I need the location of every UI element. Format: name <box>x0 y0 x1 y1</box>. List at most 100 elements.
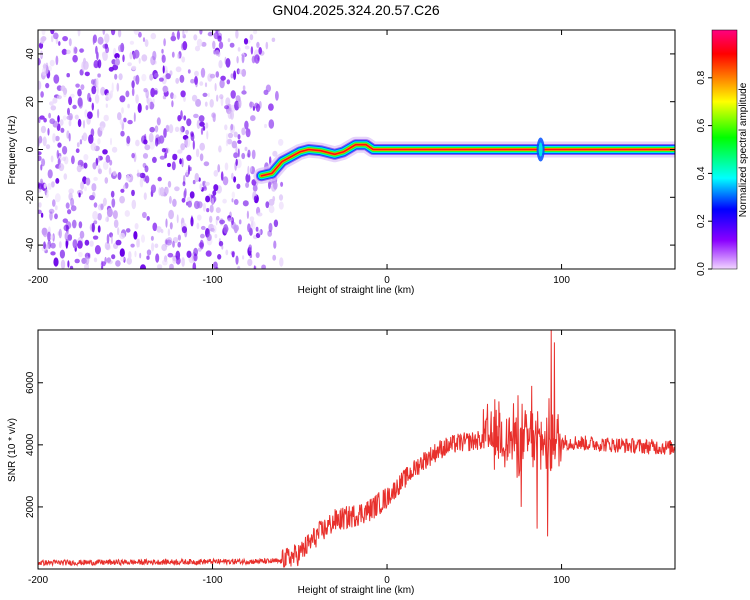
noise-speckle <box>105 46 110 54</box>
noise-speckle <box>70 205 77 212</box>
noise-speckle <box>75 83 80 88</box>
noise-speckle <box>136 238 140 248</box>
noise-speckle <box>181 157 184 168</box>
noise-speckle <box>180 143 186 151</box>
noise-speckle <box>165 124 170 133</box>
noise-speckle <box>60 259 66 269</box>
noise-speckle <box>254 195 257 202</box>
x-tick-label: -100 <box>203 575 223 586</box>
noise-speckle <box>245 182 250 188</box>
noise-speckle <box>200 67 206 78</box>
noise-speckle <box>171 51 175 58</box>
noise-speckle <box>138 57 141 64</box>
noise-speckle <box>268 222 273 233</box>
y-tick-label: -40 <box>25 237 36 252</box>
noise-speckle <box>180 110 183 120</box>
colorbar: 0.0 0.2 0.4 0.6 0.8 Normalized spectral ampl… <box>696 29 749 276</box>
noise-speckle <box>196 222 200 230</box>
noise-speckle <box>100 260 104 269</box>
noise-speckle <box>102 51 108 61</box>
noise-speckle <box>120 188 125 193</box>
noise-speckle <box>202 92 208 97</box>
noise-speckle <box>150 184 156 193</box>
noise-speckle <box>172 94 177 100</box>
noise-speckle <box>43 117 47 123</box>
noise-speckle <box>60 127 65 133</box>
noise-speckle <box>89 240 94 247</box>
noise-speckle <box>258 47 263 55</box>
noise-speckle <box>175 256 181 265</box>
noise-speckle <box>103 114 109 122</box>
noise-speckle <box>204 82 208 88</box>
noise-speckle <box>112 210 118 220</box>
noise-speckle <box>52 133 56 143</box>
noise-speckle <box>241 152 246 160</box>
noise-speckle <box>58 41 61 46</box>
noise-speckle <box>93 202 98 208</box>
noise-speckle <box>219 219 226 225</box>
noise-speckle <box>252 106 255 111</box>
noise-speckle <box>119 119 124 125</box>
noise-speckle <box>66 73 70 78</box>
noise-speckle <box>80 84 85 90</box>
noise-speckle <box>55 178 60 184</box>
noise-speckle <box>169 195 172 204</box>
noise-speckle <box>156 117 161 126</box>
noise-speckle <box>190 215 193 223</box>
noise-speckle <box>265 201 270 209</box>
noise-speckle <box>180 126 185 133</box>
noise-speckle <box>205 250 212 257</box>
noise-speckle <box>165 73 171 80</box>
noise-speckle <box>231 140 237 149</box>
noise-speckle <box>38 209 42 214</box>
noise-speckle <box>197 247 202 252</box>
noise-speckle <box>121 44 124 52</box>
noise-speckle <box>54 213 58 220</box>
noise-speckle <box>278 194 284 201</box>
noise-speckle <box>161 148 166 153</box>
noise-speckle <box>122 54 125 63</box>
noise-speckle <box>155 127 158 133</box>
noise-speckle <box>233 176 237 183</box>
noise-speckle <box>204 101 208 107</box>
noise-speckle <box>57 142 62 148</box>
noise-speckle <box>106 207 113 218</box>
noise-speckle <box>151 242 155 252</box>
spectrogram-ridge <box>253 136 675 184</box>
noise-speckle <box>100 86 106 96</box>
noise-speckle <box>74 46 78 54</box>
noise-speckle <box>231 191 235 199</box>
noise-speckle <box>167 180 172 188</box>
noise-speckle <box>144 39 149 47</box>
noise-speckle <box>49 211 53 221</box>
noise-speckle <box>237 234 242 242</box>
noise-speckle <box>238 219 242 225</box>
noise-speckle <box>235 158 238 166</box>
noise-speckle <box>91 79 95 85</box>
noise-speckle <box>75 148 80 153</box>
noise-speckle <box>170 35 177 42</box>
noise-speckle <box>47 169 53 179</box>
noise-speckle <box>97 155 100 163</box>
noise-speckle <box>233 131 238 138</box>
noise-speckle <box>192 179 196 185</box>
noise-speckle <box>161 75 167 85</box>
noise-speckle <box>72 54 78 63</box>
noise-speckle <box>74 258 80 264</box>
noise-speckle <box>163 128 167 138</box>
noise-speckle <box>169 263 174 269</box>
noise-speckle <box>53 74 60 84</box>
noise-speckle <box>217 164 221 173</box>
noise-speckle <box>88 134 94 144</box>
noise-speckle <box>197 214 202 221</box>
noise-speckle <box>144 165 149 173</box>
noise-speckle <box>163 38 166 47</box>
noise-speckle <box>211 112 216 118</box>
noise-speckle <box>265 41 269 50</box>
noise-speckle <box>237 98 242 109</box>
noise-speckle <box>134 223 139 230</box>
noise-speckle <box>115 260 121 267</box>
noise-speckle <box>137 103 142 113</box>
noise-speckle <box>181 226 187 234</box>
noise-speckle <box>199 142 205 151</box>
